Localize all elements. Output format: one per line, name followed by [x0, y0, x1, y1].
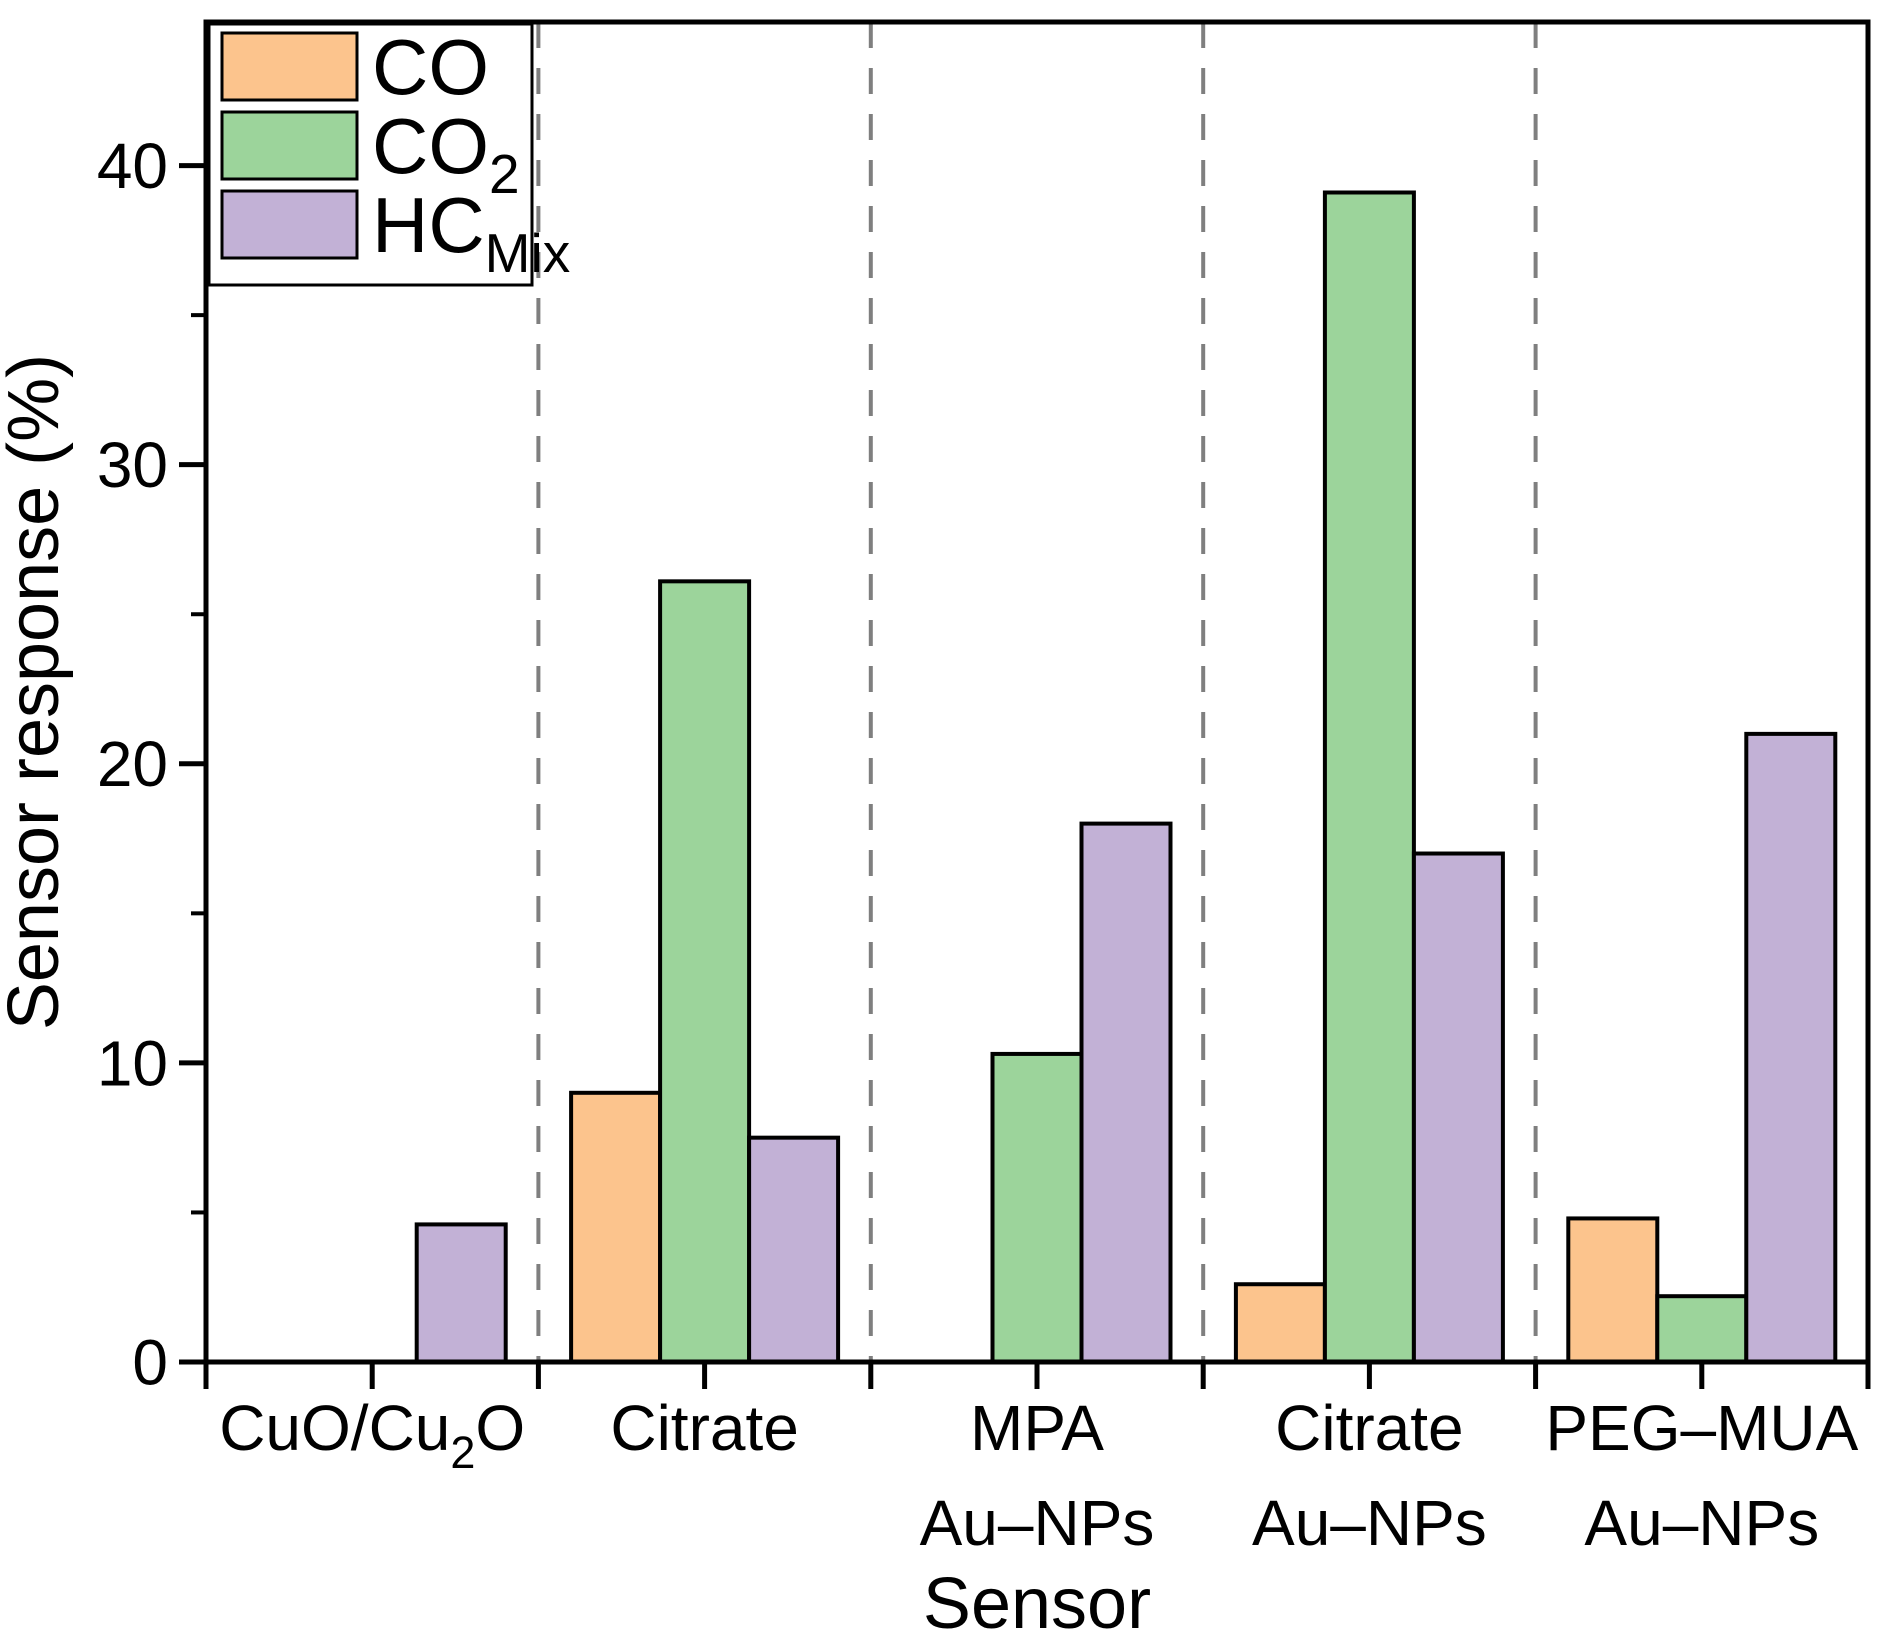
- x-tick-label-mpa-au-nps: Au–NPs: [920, 1487, 1155, 1559]
- legend-swatch-hcmix: [220, 189, 359, 260]
- x-tick-label-mpa-au-nps: MPA: [970, 1392, 1104, 1464]
- x-axis-title: Sensor: [923, 1564, 1151, 1644]
- x-tick-label-peg-mua-au-nps: PEG–MUA: [1545, 1392, 1858, 1464]
- y-tick-label-20: 20: [97, 728, 168, 800]
- x-tick-label-cuo-cu2o: CuO/Cu2O: [219, 1392, 525, 1478]
- bar-co-citrate-au-nps: [1233, 1282, 1327, 1365]
- legend-label-hcmix: HCMix: [372, 181, 570, 284]
- bar-hcmix-citrate-au-nps: [1411, 851, 1505, 1365]
- x-tick-label-peg-mua-au-nps: Au–NPs: [1584, 1487, 1819, 1559]
- bar-co2-citrate-au-nps: [1322, 190, 1416, 1364]
- bar-hcmix-citrate: [747, 1135, 841, 1365]
- x-tick-label-citrate: Citrate: [610, 1392, 799, 1464]
- legend-swatch-co2: [220, 110, 359, 181]
- y-axis-title: Sensor response (%): [0, 354, 74, 1030]
- bar-co-peg-mua-au-nps: [1566, 1216, 1660, 1365]
- legend-label-co: CO: [372, 23, 489, 111]
- x-tick-label-citrate-au-nps: Au–NPs: [1252, 1487, 1487, 1559]
- y-tick-label-40: 40: [97, 130, 168, 202]
- legend-swatch-co: [220, 31, 359, 102]
- y-tick-label-30: 30: [97, 429, 168, 501]
- plot-area: 0 10 20 30 40 CuO/Cu2O Citrate MPA Au–NPs Citrate…: [97, 19, 1871, 1559]
- y-tick-label-0: 0: [132, 1326, 168, 1398]
- legend-label-co2: CO2: [372, 102, 520, 205]
- bar-hcmix-mpa-au-nps: [1079, 821, 1173, 1364]
- bar-hcmix-cuo-cu2o: [414, 1222, 508, 1365]
- bar-co2-mpa-au-nps: [990, 1051, 1084, 1365]
- bar-co2-citrate: [658, 579, 752, 1364]
- bar-co2-peg-mua-au-nps: [1655, 1294, 1749, 1364]
- x-tick-label-citrate-au-nps: Citrate: [1275, 1392, 1464, 1464]
- bar-co-citrate: [569, 1090, 663, 1365]
- bar-hcmix-peg-mua-au-nps: [1744, 731, 1838, 1364]
- y-tick-label-10: 10: [97, 1027, 168, 1099]
